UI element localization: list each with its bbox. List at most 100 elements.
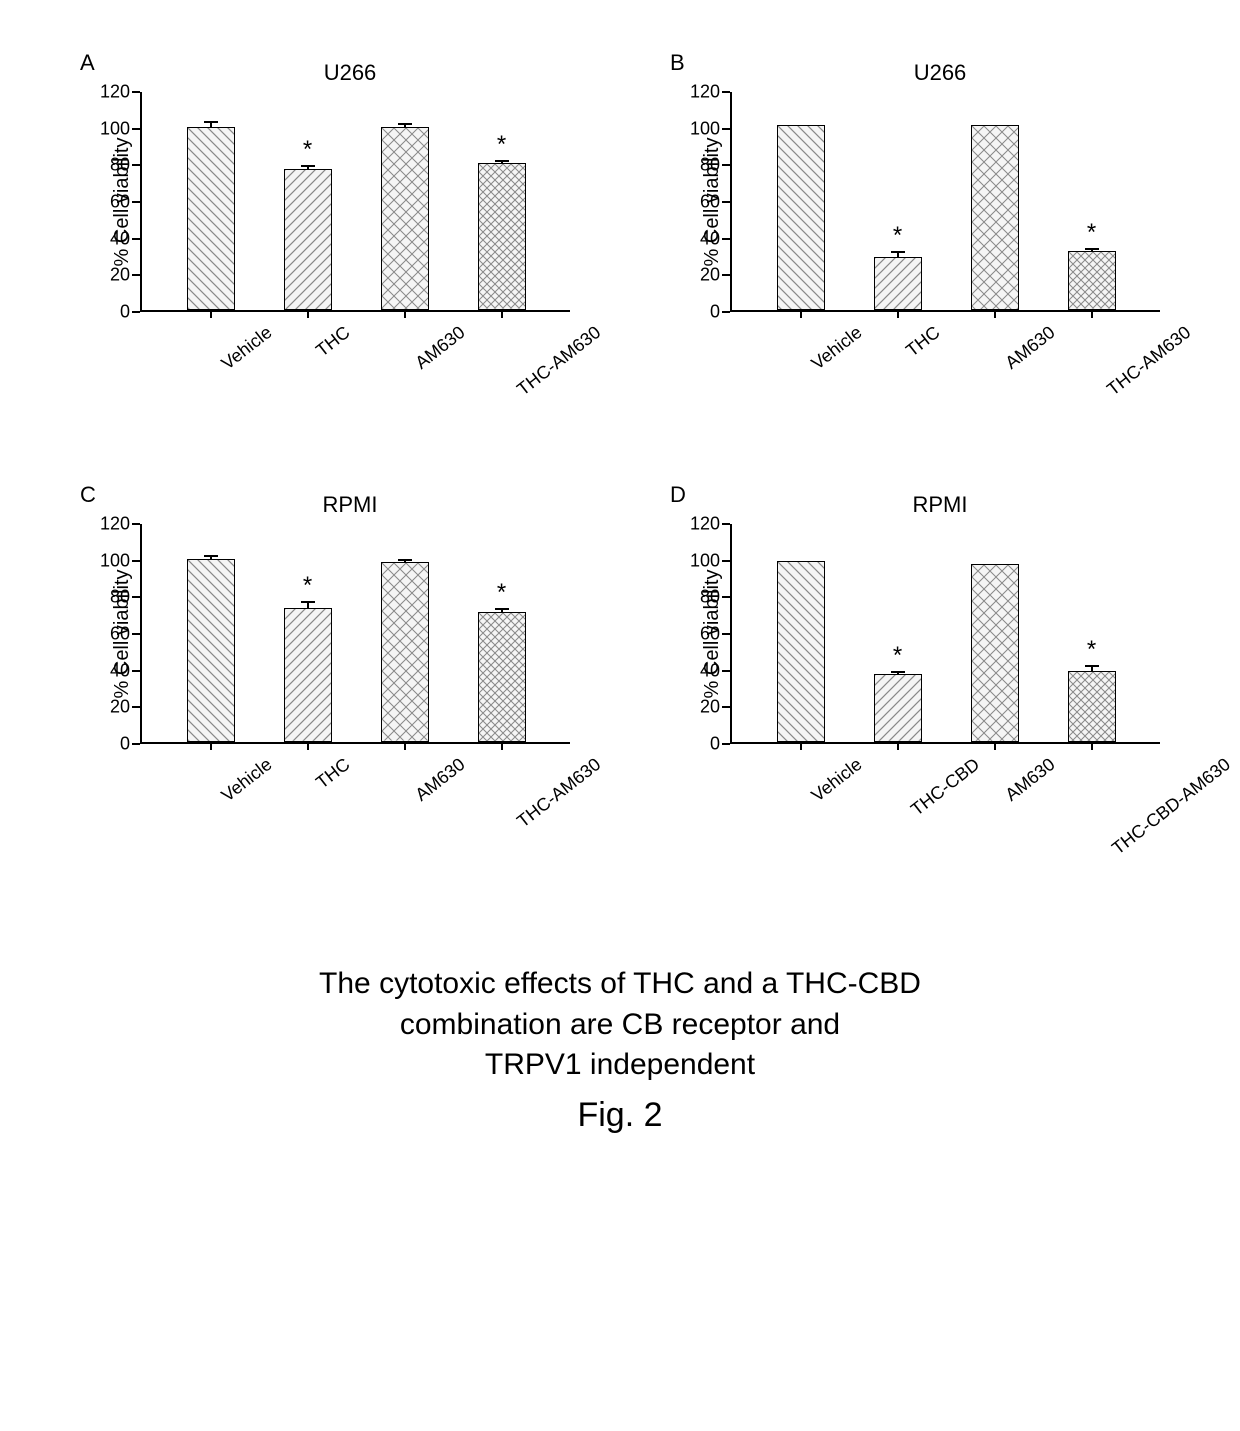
y-tick xyxy=(132,670,140,672)
bars-container: Vehicle*THCAM630*THC-AM630 xyxy=(142,92,570,310)
x-tick-label: THC xyxy=(902,322,944,361)
x-tick xyxy=(307,742,309,750)
bar xyxy=(777,125,825,310)
x-tick xyxy=(404,742,406,750)
chart: % Cell viability020406080100120Vehicle*T… xyxy=(670,524,1160,744)
error-bar xyxy=(501,161,503,165)
error-bar xyxy=(307,602,309,609)
bars-container: Vehicle*THCAM630*THC-AM630 xyxy=(732,92,1160,310)
y-tick-label: 60 xyxy=(110,624,130,645)
x-tick-label: THC-AM630 xyxy=(513,322,605,400)
error-cap xyxy=(301,601,315,603)
bar-group: *THC-AM630 xyxy=(1062,251,1122,310)
error-bar xyxy=(210,122,212,128)
x-tick-label: THC-AM630 xyxy=(513,754,605,832)
bars-container: Vehicle*THCAM630*THC-AM630 xyxy=(142,524,570,742)
x-tick-label: AM630 xyxy=(411,322,469,374)
error-cap xyxy=(1085,665,1099,667)
bar xyxy=(187,559,235,742)
y-tick-label: 0 xyxy=(120,302,130,323)
error-cap xyxy=(891,251,905,253)
y-tick-label: 20 xyxy=(110,265,130,286)
y-tick-label: 120 xyxy=(100,514,130,535)
significance-star-icon: * xyxy=(303,138,312,162)
panel-title: U266 xyxy=(130,60,570,86)
y-tick xyxy=(132,91,140,93)
chart: % Cell viability020406080100120Vehicle*T… xyxy=(80,92,570,312)
y-tick-label: 80 xyxy=(110,155,130,176)
y-tick-label: 0 xyxy=(710,734,720,755)
x-tick-label: Vehicle xyxy=(217,322,276,374)
bar xyxy=(381,127,429,310)
y-tick-label: 60 xyxy=(700,624,720,645)
y-tick xyxy=(132,164,140,166)
x-tick-label: AM630 xyxy=(1001,322,1059,374)
significance-star-icon: * xyxy=(893,224,902,248)
bar xyxy=(777,561,825,743)
y-tick-label: 80 xyxy=(700,587,720,608)
error-cap xyxy=(495,160,509,162)
y-tick-label: 100 xyxy=(100,550,130,571)
significance-star-icon: * xyxy=(497,133,506,157)
x-tick xyxy=(501,742,503,750)
bar-group: Vehicle xyxy=(181,127,241,310)
y-tick-label: 0 xyxy=(710,302,720,323)
chart: % Cell viability020406080100120Vehicle*T… xyxy=(80,524,570,744)
x-tick-label: AM630 xyxy=(411,754,469,806)
error-bar xyxy=(404,124,406,128)
x-tick xyxy=(994,742,996,750)
significance-star-icon: * xyxy=(1087,221,1096,245)
y-tick-label: 60 xyxy=(110,192,130,213)
x-tick xyxy=(1091,310,1093,318)
figure-caption: The cytotoxic effects of THC and a THC-C… xyxy=(80,964,1160,1086)
bar-group: Vehicle xyxy=(771,561,831,743)
y-tick-label: 20 xyxy=(110,697,130,718)
y-tick-label: 40 xyxy=(700,228,720,249)
error-cap xyxy=(204,121,218,123)
x-tick xyxy=(1091,742,1093,750)
bar-group: *THC-CBD xyxy=(868,674,928,742)
significance-star-icon: * xyxy=(303,574,312,598)
y-tick-label: 80 xyxy=(110,587,130,608)
panel-letter: D xyxy=(670,482,686,508)
y-tick-label: 120 xyxy=(100,82,130,103)
plot-area: 020406080100120Vehicle*THCAM630*THC-AM63… xyxy=(140,92,570,312)
error-bar xyxy=(307,166,309,170)
bar: * xyxy=(284,169,332,310)
bar xyxy=(381,562,429,742)
caption-line: The cytotoxic effects of THC and a THC-C… xyxy=(319,967,921,1000)
x-tick-label: THC xyxy=(312,754,354,793)
bar xyxy=(971,564,1019,742)
x-tick-label: THC-CBD-AM630 xyxy=(1108,754,1234,859)
error-bar xyxy=(404,560,406,564)
panel-b: BU266% Cell viability020406080100120Vehi… xyxy=(670,60,1160,312)
y-tick-label: 80 xyxy=(700,155,720,176)
significance-star-icon: * xyxy=(893,644,902,668)
panel-title: U266 xyxy=(720,60,1160,86)
x-tick xyxy=(897,742,899,750)
plot-area: 020406080100120Vehicle*THCAM630*THC-AM63… xyxy=(730,92,1160,312)
error-bar xyxy=(897,672,899,676)
y-tick xyxy=(722,128,730,130)
error-cap xyxy=(204,555,218,557)
bar-group: *THC xyxy=(868,257,928,310)
significance-star-icon: * xyxy=(1087,638,1096,662)
bar: * xyxy=(478,163,526,310)
bar: * xyxy=(1068,671,1116,743)
x-tick-label: Vehicle xyxy=(807,322,866,374)
bar: * xyxy=(284,608,332,742)
bars-container: Vehicle*THC-CBDAM630*THC-CBD-AM630 xyxy=(732,524,1160,742)
y-tick-label: 100 xyxy=(100,118,130,139)
error-bar xyxy=(1091,249,1093,253)
y-tick xyxy=(132,128,140,130)
x-tick xyxy=(994,310,996,318)
x-tick-label: THC xyxy=(312,322,354,361)
bar xyxy=(971,125,1019,310)
bar-group: AM630 xyxy=(375,127,435,310)
x-tick xyxy=(800,310,802,318)
x-tick-label: THC-AM630 xyxy=(1103,322,1195,400)
error-cap xyxy=(301,165,315,167)
bar-group: *THC-CBD-AM630 xyxy=(1062,671,1122,743)
x-tick-label: Vehicle xyxy=(217,754,276,806)
panel-letter: A xyxy=(80,50,95,76)
